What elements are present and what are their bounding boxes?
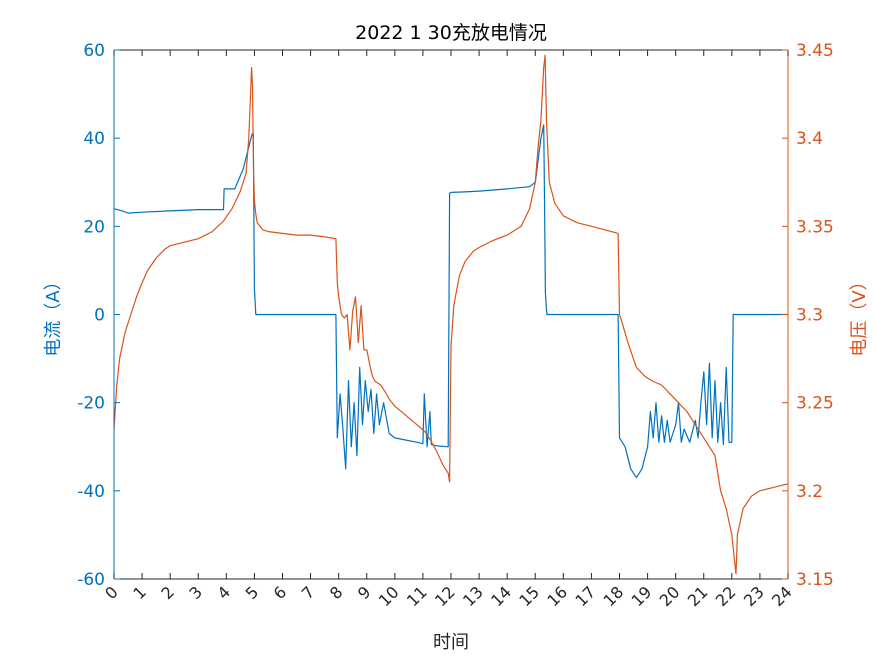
x-tick-label: 14 <box>487 582 515 610</box>
chart-title: 2022 1 30充放电情况 <box>355 22 547 44</box>
y-axis-right-label: 电压（V） <box>849 272 870 356</box>
y-right-tick-label: 3.3 <box>796 306 823 326</box>
y-left-tick-label: 0 <box>94 306 105 326</box>
x-tick-label: 6 <box>270 582 291 603</box>
y-left-tick-label: 20 <box>83 217 105 237</box>
y-right-tick-label: 3.35 <box>796 217 834 237</box>
x-tick-label: 5 <box>242 582 263 603</box>
x-axis-label: 时间 <box>433 632 469 653</box>
x-tick-label: 3 <box>185 582 206 603</box>
x-tick-label: 24 <box>768 582 796 610</box>
x-tick-label: 23 <box>740 582 768 610</box>
x-tick-label: 13 <box>459 582 487 610</box>
y-right-tick-label: 3.2 <box>796 482 823 502</box>
x-tick-label: 10 <box>375 582 403 610</box>
y-left-tick-label: -60 <box>77 570 105 590</box>
x-tick-label: 15 <box>515 582 543 610</box>
y-left-tick-label: 60 <box>83 41 105 61</box>
y-right-tick-label: 3.45 <box>796 41 834 61</box>
x-tick-label: 1 <box>129 582 150 603</box>
y-right-tick-label: 3.4 <box>796 129 823 149</box>
x-tick-label: 11 <box>403 582 431 610</box>
x-tick-label: 19 <box>628 582 656 610</box>
x-tick-label: 2 <box>157 582 178 603</box>
y-right-tick-label: 3.15 <box>796 570 834 590</box>
x-tick-label: 20 <box>656 582 684 610</box>
x-tick-label: 21 <box>684 582 712 610</box>
y-axis-left-label: 电流（A） <box>43 272 64 356</box>
y-left-tick-label: -40 <box>77 482 105 502</box>
x-tick-label: 7 <box>298 582 319 603</box>
x-tick-label: 9 <box>354 582 375 603</box>
y-right-tick-label: 3.25 <box>796 394 834 414</box>
y-left-tick-label: -20 <box>77 394 105 414</box>
x-tick-label: 18 <box>599 582 627 610</box>
x-tick-label: 22 <box>712 582 740 610</box>
x-tick-label: 8 <box>326 582 347 603</box>
y-left-tick-label: 40 <box>83 129 105 149</box>
series-line-voltage <box>113 54 789 575</box>
x-tick-label: 4 <box>214 582 235 603</box>
x-tick-label: 17 <box>571 582 599 610</box>
series-line-current <box>113 124 788 479</box>
x-tick-label: 12 <box>431 582 459 610</box>
x-tick-label: 16 <box>543 582 571 610</box>
